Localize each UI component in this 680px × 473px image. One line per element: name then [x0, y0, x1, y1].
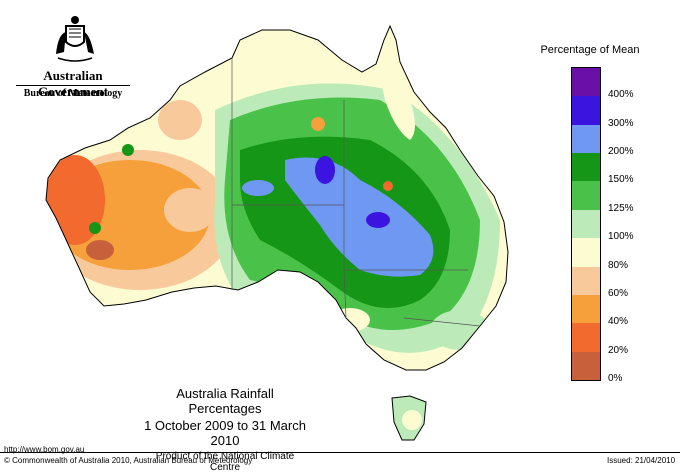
legend-label: 100% [608, 231, 634, 243]
tasmania-rainfall-zones [392, 396, 426, 440]
legend-swatch [572, 96, 600, 125]
legend-label: 150% [608, 174, 634, 186]
government-logo: Australian Government Bureau of Meteorol… [8, 8, 138, 99]
footer-copyright: © Commonwealth of Australia 2010, Austra… [4, 456, 253, 465]
legend-label: 125% [608, 202, 634, 214]
legend-label: 400% [608, 89, 634, 101]
map-title: Australia Rainfall Percentages [176, 386, 274, 416]
map-caption: Australia Rainfall Percentages 1 October… [140, 386, 310, 473]
legend-swatch [572, 153, 600, 182]
legend-label: 300% [608, 117, 634, 129]
legend-colorbar [571, 67, 601, 381]
legend-swatch [572, 294, 600, 324]
mainland-rainfall-zones [46, 26, 508, 370]
legend-swatch [572, 238, 600, 267]
legend-swatch [572, 181, 600, 210]
legend-label: 40% [608, 316, 629, 328]
logo-divider [16, 85, 130, 86]
state-borders [231, 58, 481, 327]
legend-label: 200% [608, 146, 634, 158]
footer-issued-date: Issued: 21/04/2010 [607, 456, 676, 465]
legend-swatch [572, 266, 600, 295]
map-period: 1 October 2009 to 31 March 2010 [144, 418, 306, 448]
rainfall-map [45, 25, 509, 441]
legend-swatch [572, 323, 600, 352]
footer-url[interactable]: http://www.bom.gov.au [4, 445, 85, 454]
legend-swatch [572, 209, 600, 239]
coat-of-arms-icon [56, 16, 94, 62]
legend-label: 0% [608, 373, 623, 384]
legend-swatch [572, 124, 600, 154]
government-title: Australian Government [37, 68, 109, 99]
legend-title: Percentage of Mean [540, 44, 640, 56]
legend-label: 80% [608, 259, 629, 271]
legend-swatch [572, 68, 600, 97]
footer-divider [0, 452, 680, 453]
legend-swatch [572, 351, 600, 380]
legend-label: 20% [608, 344, 629, 356]
bureau-title: Bureau of Meteorology [23, 88, 123, 99]
legend-label: 60% [608, 287, 629, 299]
